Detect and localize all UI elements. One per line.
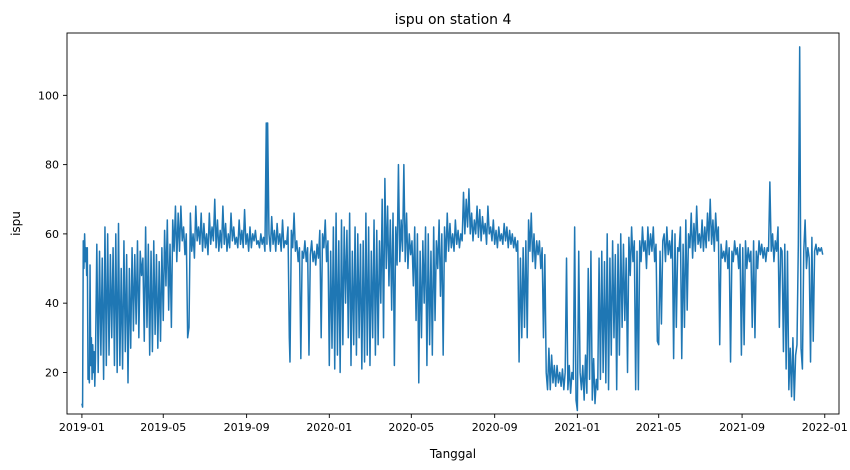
- y-tick-label: 20: [45, 366, 59, 379]
- axes-frame: [66, 32, 840, 415]
- x-tick-label: 2019-01: [59, 421, 105, 434]
- x-tick-label: 2019-09: [224, 421, 270, 434]
- x-tick-label: 2020-05: [388, 421, 434, 434]
- x-tick-label: 2022-01: [802, 421, 848, 434]
- y-tick-label: 60: [45, 228, 59, 241]
- plot-area: [81, 46, 824, 412]
- x-tick-label: 2021-05: [636, 421, 682, 434]
- chart-title: ispu on station 4: [395, 12, 512, 28]
- y-axis-ticks: 20 40 60 80 100: [38, 89, 67, 379]
- y-tick-label: 100: [38, 89, 59, 102]
- y-axis-label: ispu: [9, 211, 23, 236]
- x-axis-label: Tanggal: [429, 447, 476, 461]
- x-tick-label: 2021-01: [554, 421, 600, 434]
- x-tick-label: 2019-05: [140, 421, 186, 434]
- x-tick-label: 2020-01: [306, 421, 352, 434]
- y-tick-label: 80: [45, 159, 59, 172]
- y-tick-label: 40: [45, 297, 59, 310]
- x-tick-label: 2021-09: [719, 421, 765, 434]
- series-line-ispu: [81, 46, 824, 412]
- x-tick-label: 2020-09: [472, 421, 518, 434]
- x-axis-ticks: 2019-01 2019-05 2019-09 2020-01 2020-05 2020-…: [59, 414, 848, 434]
